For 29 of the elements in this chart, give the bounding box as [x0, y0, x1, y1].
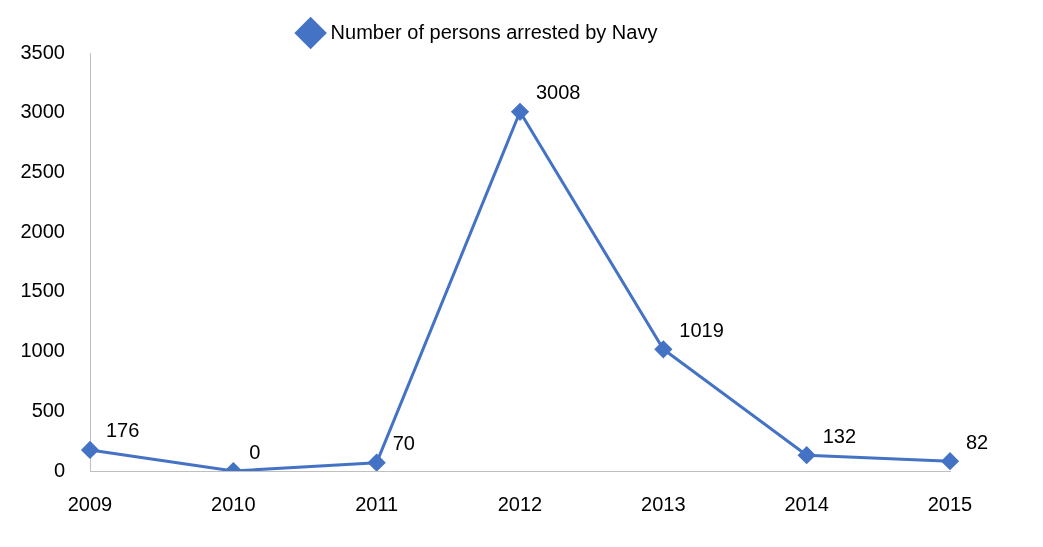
legend-label: Number of persons arrested by Navy	[330, 20, 658, 43]
y-tick-label: 1500	[20, 279, 65, 302]
point	[798, 446, 816, 464]
x-tick-label: 2011	[355, 492, 399, 515]
point	[368, 454, 386, 471]
x-tick-label: 2009	[67, 492, 113, 515]
y-tick-label: 3000	[20, 100, 65, 123]
x-tick-label: 2014	[784, 492, 829, 515]
data-label: 70	[392, 432, 415, 455]
data-label: 132	[822, 424, 857, 447]
data-label: 0	[249, 440, 261, 463]
x-tick-label: 2013	[641, 492, 686, 515]
y-tick-label: 2000	[20, 219, 65, 242]
y-tick-label: 2500	[20, 159, 65, 182]
point	[81, 441, 99, 459]
y-tick-label: 0	[53, 458, 65, 481]
data-label: 82	[966, 430, 989, 453]
data-label: 176	[106, 419, 140, 442]
x-tick-label: 2010	[211, 492, 256, 515]
data-label: 1019	[679, 318, 724, 341]
y-tick-label: 3500	[20, 40, 65, 63]
y-tick-label: 500	[31, 398, 65, 421]
x-tick-label: 2015	[927, 492, 973, 515]
data-label: 3008	[536, 81, 581, 104]
point	[941, 452, 959, 470]
point	[654, 340, 672, 358]
x-tick-label: 2012	[497, 492, 543, 515]
y-tick-label: 1000	[20, 339, 65, 362]
point	[511, 103, 529, 121]
